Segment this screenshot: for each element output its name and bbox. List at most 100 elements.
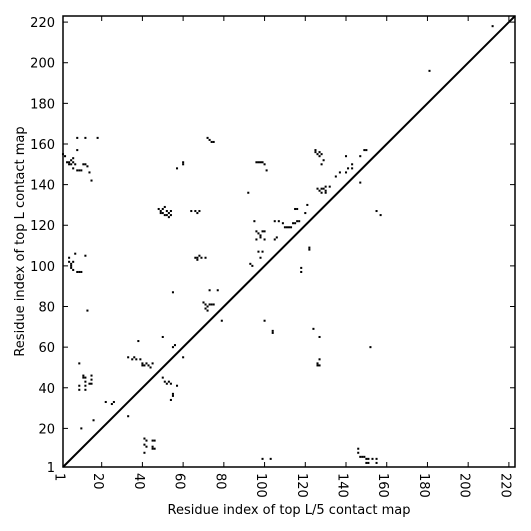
y-axis-label: Residue index of top L contact map: [13, 126, 28, 356]
contact-point: [271, 331, 274, 334]
contact-point: [76, 270, 79, 273]
contact-point: [344, 171, 348, 174]
contact-point: [143, 437, 146, 440]
contact-point: [153, 447, 156, 450]
contact-point: [247, 191, 250, 194]
contact-point: [314, 149, 317, 152]
contact-point: [76, 136, 79, 139]
contact-point: [173, 344, 176, 347]
contact-point: [68, 260, 71, 263]
contact-point: [70, 264, 73, 267]
contact-point: [375, 210, 378, 213]
contact-point: [338, 171, 341, 174]
contact-point: [112, 400, 115, 404]
contact-point: [316, 364, 319, 367]
y-tick-label: 120: [30, 219, 55, 234]
x-tick-label: 160: [375, 473, 390, 498]
x-tick-label: 120: [294, 473, 309, 498]
contact-point: [74, 252, 77, 255]
contact-point: [68, 256, 71, 259]
contact-point: [283, 226, 286, 229]
contact-point: [261, 161, 264, 164]
contact-point: [344, 155, 348, 158]
contact-point: [273, 220, 276, 223]
contact-point: [318, 364, 321, 367]
contact-point: [131, 358, 134, 361]
contact-point: [367, 461, 370, 464]
y-tick-label: 20: [38, 422, 55, 437]
contact-point: [208, 289, 211, 292]
contact-point: [171, 394, 174, 397]
contact-point: [143, 364, 146, 367]
contact-point: [84, 163, 87, 166]
contact-point: [141, 362, 144, 365]
contact-point: [357, 447, 360, 450]
contact-point: [70, 262, 73, 265]
contact-point: [82, 376, 85, 379]
contact-point: [159, 212, 162, 215]
contact-point: [182, 356, 185, 359]
contact-point: [141, 364, 144, 367]
contact-point: [127, 415, 130, 418]
contact-point: [78, 388, 81, 391]
contact-point: [290, 226, 293, 229]
contact-point: [320, 153, 323, 156]
contact-point: [200, 256, 203, 259]
contact-point: [316, 362, 319, 365]
contact-point: [351, 163, 354, 166]
contact-point: [322, 159, 325, 162]
contact-point: [204, 307, 207, 310]
contact-point: [72, 157, 75, 160]
contact-point: [90, 179, 93, 182]
contact-point: [165, 210, 168, 213]
contact-point: [72, 167, 75, 170]
x-tick-label: 60: [172, 473, 187, 490]
contact-point: [149, 366, 152, 369]
contact-point: [273, 238, 276, 241]
contact-point: [80, 427, 83, 430]
plot-frame: [62, 15, 516, 468]
contact-point: [84, 376, 87, 379]
contact-point: [361, 455, 364, 458]
contact-point: [163, 205, 166, 208]
contact-point: [324, 191, 327, 194]
contact-point: [145, 445, 148, 448]
contact-point: [271, 329, 274, 332]
x-tick-label: 80: [212, 473, 227, 490]
contact-point: [86, 165, 89, 168]
contact-point: [127, 356, 130, 359]
contact-point: [90, 378, 93, 381]
contact-point: [198, 254, 201, 257]
contact-point: [308, 248, 311, 251]
y-tick-label: 200: [30, 57, 55, 72]
contact-point: [169, 382, 172, 385]
contact-point: [169, 210, 172, 213]
contact-point: [161, 376, 164, 379]
contact-point: [294, 207, 297, 211]
x-tick-label: 100: [253, 473, 268, 498]
contact-point: [365, 457, 368, 460]
contact-point: [151, 439, 154, 442]
contact-point: [196, 258, 199, 261]
contact-point: [304, 212, 307, 215]
contact-point: [147, 364, 150, 367]
contact-point: [82, 374, 85, 377]
contact-point: [318, 155, 321, 158]
contact-point: [151, 447, 154, 450]
contact-point: [176, 384, 179, 387]
contact-point: [316, 187, 319, 190]
contact-point: [74, 163, 77, 166]
contact-point: [294, 222, 297, 225]
contact-point: [78, 362, 81, 365]
y-tick-label: 180: [30, 97, 55, 112]
contact-point: [72, 161, 75, 164]
contact-point: [257, 161, 260, 164]
contact-point: [167, 216, 170, 219]
y-tick-label: 220: [30, 16, 55, 31]
contact-point: [371, 457, 374, 460]
contact-point: [263, 319, 266, 322]
contact-point: [72, 268, 75, 271]
contact-point: [143, 443, 146, 446]
diagonal-line: [62, 15, 516, 468]
contact-point: [151, 445, 154, 448]
